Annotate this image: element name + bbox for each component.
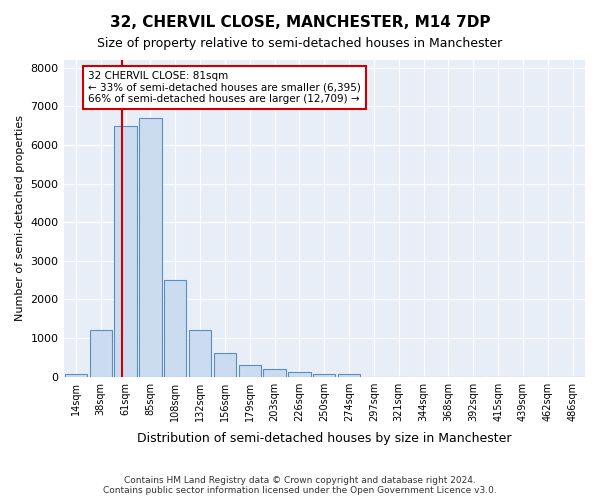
Bar	[239, 365, 261, 376]
Bar	[313, 374, 335, 376]
Bar	[288, 372, 311, 376]
Text: Contains HM Land Registry data © Crown copyright and database right 2024.
Contai: Contains HM Land Registry data © Crown c…	[103, 476, 497, 495]
Bar	[214, 354, 236, 376]
Bar	[338, 374, 360, 376]
Bar	[89, 330, 112, 376]
Text: 32 CHERVIL CLOSE: 81sqm
← 33% of semi-detached houses are smaller (6,395)
66% of: 32 CHERVIL CLOSE: 81sqm ← 33% of semi-de…	[88, 71, 361, 104]
Bar	[139, 118, 161, 376]
Y-axis label: Number of semi-detached properties: Number of semi-detached properties	[15, 116, 25, 322]
Bar	[164, 280, 187, 376]
Text: Size of property relative to semi-detached houses in Manchester: Size of property relative to semi-detach…	[97, 38, 503, 51]
Bar	[189, 330, 211, 376]
Bar	[115, 126, 137, 376]
Bar	[263, 369, 286, 376]
Bar	[65, 374, 87, 376]
Text: 32, CHERVIL CLOSE, MANCHESTER, M14 7DP: 32, CHERVIL CLOSE, MANCHESTER, M14 7DP	[110, 15, 490, 30]
X-axis label: Distribution of semi-detached houses by size in Manchester: Distribution of semi-detached houses by …	[137, 432, 512, 445]
